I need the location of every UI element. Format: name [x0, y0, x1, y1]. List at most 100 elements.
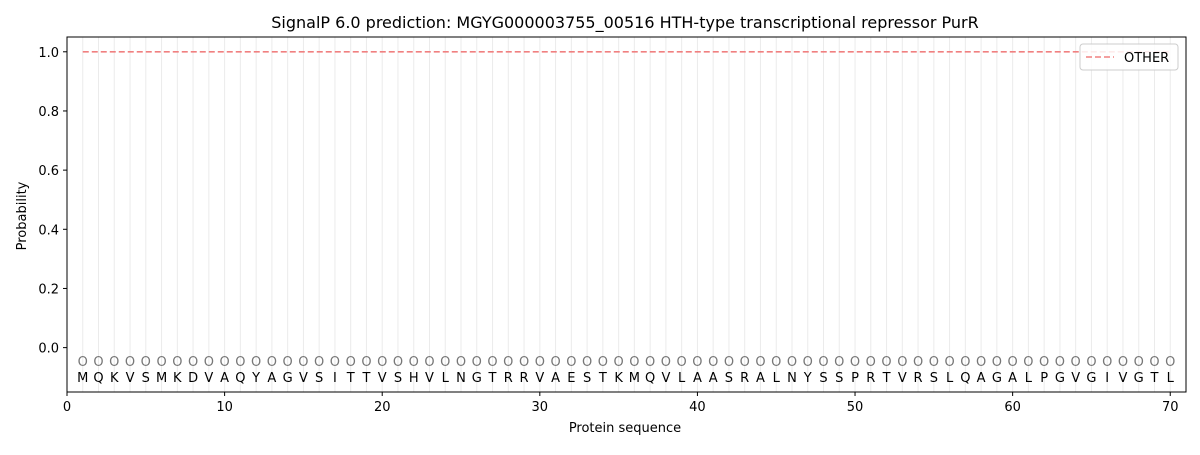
residue-label: R	[520, 371, 529, 386]
residue-label: V	[898, 371, 907, 386]
residue-label: G	[1134, 371, 1144, 386]
state-marker: O	[803, 355, 813, 370]
state-marker: O	[519, 355, 529, 370]
residue-label: V	[299, 371, 308, 386]
residue-label: M	[156, 371, 167, 386]
residue-label: S	[142, 371, 150, 386]
state-marker: O	[1071, 355, 1081, 370]
state-marker: O	[1055, 355, 1065, 370]
state-marker: O	[976, 355, 986, 370]
residue-label: A	[1008, 371, 1017, 386]
residue-label: G	[283, 371, 293, 386]
y-tick-label: 0.6	[38, 164, 59, 179]
x-tick-label: 40	[689, 400, 706, 415]
state-marker: O	[614, 355, 624, 370]
state-marker: O	[1118, 355, 1128, 370]
x-tick-label: 30	[532, 400, 549, 415]
x-tick-label: 70	[1162, 400, 1179, 415]
state-marker: O	[156, 355, 166, 370]
residue-label: H	[409, 371, 419, 386]
state-marker: O	[850, 355, 860, 370]
state-marker: O	[566, 355, 576, 370]
legend-label: OTHER	[1124, 51, 1169, 66]
state-marker: O	[866, 355, 876, 370]
state-marker: O	[582, 355, 592, 370]
state-marker: O	[913, 355, 923, 370]
residue-label: V	[425, 371, 434, 386]
state-marker: O	[677, 355, 687, 370]
residue-label: D	[188, 371, 198, 386]
residue-label: Q	[235, 371, 245, 386]
state-marker: O	[141, 355, 151, 370]
y-tick-label: 0.4	[38, 223, 59, 238]
residue-label: L	[946, 371, 954, 386]
x-axis-ticks: 0 10 20 30 40 50 60 70	[63, 392, 1179, 415]
state-marker: O	[692, 355, 702, 370]
residue-label: A	[551, 371, 560, 386]
grid-layer	[82, 37, 1171, 392]
residue-label: T	[361, 371, 370, 386]
residue-label: V	[535, 371, 544, 386]
state-marker: O	[298, 355, 308, 370]
residue-label: R	[914, 371, 923, 386]
residue-label: G	[472, 371, 482, 386]
state-marker: O	[787, 355, 797, 370]
state-marker: O	[724, 355, 734, 370]
residue-label: G	[1086, 371, 1096, 386]
residue-label: A	[709, 371, 718, 386]
residue-label: M	[629, 371, 640, 386]
residue-label: P	[851, 371, 859, 386]
x-tick-label: 10	[216, 400, 233, 415]
residue-label: T	[598, 371, 607, 386]
x-tick-label: 20	[374, 400, 391, 415]
state-marker: O	[346, 355, 356, 370]
state-marker: O	[740, 355, 750, 370]
state-marker: O	[235, 355, 245, 370]
residue-label: T	[882, 371, 891, 386]
residue-label: P	[1040, 371, 1048, 386]
residue-label: V	[1119, 371, 1128, 386]
residue-label: K	[614, 371, 623, 386]
state-marker: O	[424, 355, 434, 370]
residue-label: K	[110, 371, 119, 386]
state-marker: O	[944, 355, 954, 370]
residue-label: G	[1055, 371, 1065, 386]
state-marker: O	[472, 355, 482, 370]
state-marker: O	[834, 355, 844, 370]
x-axis-label: Protein sequence	[569, 421, 681, 436]
residue-label: N	[787, 371, 797, 386]
state-marker: O	[1165, 355, 1175, 370]
state-marker: O	[818, 355, 828, 370]
state-marker: O	[1039, 355, 1049, 370]
state-marker: O	[1149, 355, 1159, 370]
state-marker: O	[78, 355, 88, 370]
residue-label: L	[442, 371, 450, 386]
residue-label: Q	[645, 371, 655, 386]
residue-label: S	[394, 371, 402, 386]
state-marker: O	[1102, 355, 1112, 370]
state-marker: O	[771, 355, 781, 370]
residue-label: A	[267, 371, 276, 386]
residue-label: S	[835, 371, 843, 386]
chart-title: SignalP 6.0 prediction: MGYG000003755_00…	[271, 13, 979, 33]
plot-frame	[66, 36, 1187, 393]
residue-label: V	[204, 371, 213, 386]
state-marker: O	[314, 355, 324, 370]
residue-label: V	[661, 371, 670, 386]
state-marker: O	[393, 355, 403, 370]
residue-label: Q	[960, 371, 970, 386]
residue-label: G	[992, 371, 1002, 386]
residue-label: S	[725, 371, 733, 386]
state-marker: O	[897, 355, 907, 370]
state-marker: O	[251, 355, 261, 370]
residue-label: S	[819, 371, 827, 386]
residue-label: E	[567, 371, 575, 386]
state-marker: O	[267, 355, 277, 370]
state-marker: O	[1023, 355, 1033, 370]
state-marker: O	[708, 355, 718, 370]
state-marker: O	[1086, 355, 1096, 370]
state-marker: O	[992, 355, 1002, 370]
residue-label: M	[77, 371, 88, 386]
residue-label: L	[1025, 371, 1033, 386]
